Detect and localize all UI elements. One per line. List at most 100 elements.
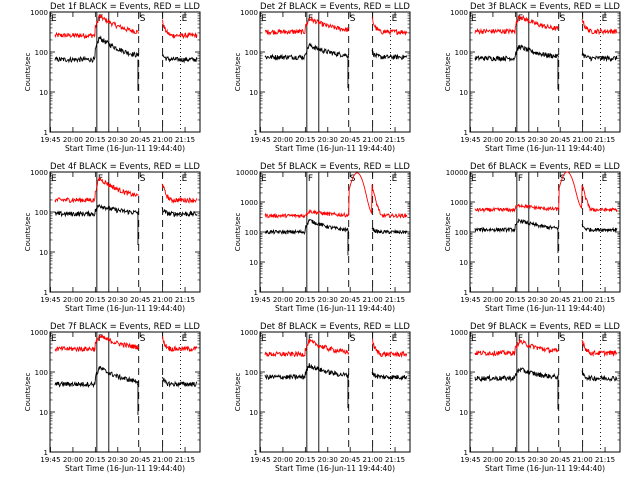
event-marker-label: S [140,174,146,184]
series-lld-line [264,172,408,220]
y-tick-label: 100 [245,369,258,377]
series-lld-line [161,183,198,204]
event-marker-label: E [182,174,188,184]
x-tick-label: 20:30 [528,136,548,144]
x-tick-label: 21:15 [595,456,615,464]
y-tick-label: 1 [44,449,48,457]
y-axis-label: Counts/sec [234,373,242,412]
x-tick-label: 21:15 [385,136,405,144]
x-tick-label: 20:00 [273,296,293,304]
x-tick-label: 21:00 [153,296,173,304]
event-marker-label: E [261,174,267,184]
x-tick-label: 20:15 [85,296,105,304]
x-tick-label: 21:00 [363,296,383,304]
x-tick-label: 20:45 [550,136,570,144]
y-tick-label: 100 [245,49,258,57]
series-lld-line [54,333,140,353]
event-marker-label: S [140,334,146,344]
y-axis-label: Counts/sec [444,373,452,412]
event-marker-label: F [98,334,103,344]
y-tick-label: 1000 [240,199,258,207]
x-tick-label: 20:30 [108,136,128,144]
x-tick-label: 19:45 [40,456,60,464]
event-marker-label: S [560,14,566,24]
event-marker-label: S [560,334,566,344]
series-lld-line [474,171,618,214]
panel-title: Det 6f BLACK = Events, RED = LLD [470,162,620,172]
y-tick-label: 10 [249,89,258,97]
x-tick-label: 19:45 [460,296,480,304]
x-tick-label: 20:30 [528,456,548,464]
x-tick-label: 20:45 [340,136,360,144]
panel-title: Det 9f BLACK = Events, RED = LLD [470,322,620,332]
series-lld-line [264,15,350,36]
x-axis-label: Start Time (16-Jun-11 19:44:40) [485,144,605,153]
y-tick-label: 1000 [450,199,468,207]
x-tick-label: 20:45 [130,136,150,144]
y-tick-label: 10 [459,89,468,97]
series-events-line [54,203,140,218]
event-marker-label: E [471,334,477,344]
panel-title: Det 5f BLACK = Events, RED = LLD [260,162,410,172]
x-tick-label: 20:00 [273,136,293,144]
x-tick-label: 20:15 [295,136,315,144]
y-axis-label: Counts/sec [234,213,242,252]
x-tick-label: 21:00 [573,456,593,464]
y-tick-label: 10 [249,259,258,267]
x-axis-label: Start Time (16-Jun-11 19:44:40) [65,464,185,473]
x-tick-label: 20:00 [273,456,293,464]
x-axis-label: Start Time (16-Jun-11 19:44:40) [485,464,605,473]
x-axis-label: Start Time (16-Jun-11 19:44:40) [275,144,395,153]
y-tick-label: 1000 [240,9,258,17]
panel-title: Det 4f BLACK = Events, RED = LLD [50,162,200,172]
y-tick-label: 10000 [446,169,468,177]
x-tick-label: 20:45 [550,296,570,304]
series-lld-line [54,13,140,40]
y-tick-label: 1 [464,129,468,137]
y-axis-label: Counts/sec [234,53,242,92]
plot-frame [469,171,621,293]
panel-det-2: Det 2f BLACK = Events, RED = LLD 1 10 100 10… [234,2,411,153]
x-tick-label: 20:00 [63,296,83,304]
x-tick-label: 19:45 [250,296,270,304]
series-events-line [161,206,198,218]
event-marker-label: E [471,14,477,24]
x-tick-label: 21:00 [573,136,593,144]
series-events-line [264,218,350,236]
x-tick-label: 20:30 [318,136,338,144]
y-tick-label: 10 [39,249,48,257]
series-lld-line [161,19,198,40]
panel-det-5: Det 5f BLACK = Events, RED = LLD 1 10 100 10… [234,162,411,313]
panel-det-6: Det 6f BLACK = Events, RED = LLD 1 10 100 10… [444,162,621,313]
y-tick-label: 10 [459,259,468,267]
event-marker-label: E [261,334,267,344]
x-tick-label: 20:15 [85,136,105,144]
x-tick-label: 20:00 [63,136,83,144]
panel-det-8: Det 8f BLACK = Events, RED = LLD 1 10 100 10… [234,322,411,473]
y-tick-label: 10000 [236,169,258,177]
panel-det-9: Det 9f BLACK = Events, RED = LLD 1 10 100 10… [444,322,621,473]
x-tick-label: 20:15 [505,456,525,464]
series-lld-line [474,14,560,35]
y-axis-label: Counts/sec [24,53,32,92]
y-tick-label: 1000 [30,169,48,177]
series-events-line [371,227,408,235]
x-tick-label: 20:30 [318,296,338,304]
series-events-line [371,372,408,381]
x-axis-label: Start Time (16-Jun-11 19:44:40) [275,464,395,473]
panel-title: Det 1f BLACK = Events, RED = LLD [50,2,200,12]
x-axis-label: Start Time (16-Jun-11 19:44:40) [275,304,395,313]
x-axis-label: Start Time (16-Jun-11 19:44:40) [485,304,605,313]
event-marker-label: E [261,14,267,24]
series-events-line [474,367,559,383]
y-tick-label: 100 [455,369,468,377]
series-lld-line [581,339,618,358]
x-tick-label: 19:45 [250,136,270,144]
event-marker-label: E [51,174,57,184]
y-tick-label: 1000 [450,9,468,17]
y-tick-label: 10 [459,409,468,417]
series-events-line [474,44,560,62]
x-tick-label: 21:00 [573,296,593,304]
x-tick-label: 21:15 [595,136,615,144]
